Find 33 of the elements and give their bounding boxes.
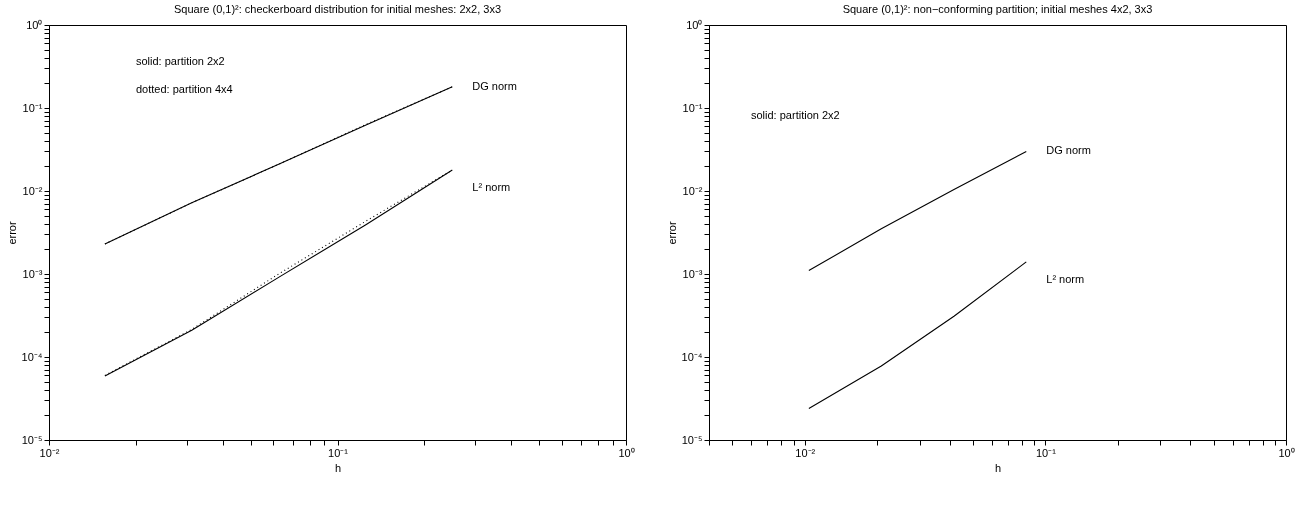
y-tick-label: 10⁻¹ [682,101,703,114]
text: L² norm [1046,272,1085,285]
y-tick-label: 10⁻³ [22,267,43,280]
y-axis-title: error [5,221,18,245]
annotation: solid: partition 2x2 [751,109,840,121]
series-label: DG norm [472,79,517,92]
text: L² norm [472,181,511,194]
series-label: DG norm [1046,144,1091,157]
y-tick-label: 10⁻⁴ [21,350,43,363]
y-tick-label: 10⁻⁵ [681,433,703,446]
x-tick-label: 10⁻¹ [1035,446,1057,459]
x-tick-label: 10⁻¹ [328,446,349,459]
x-tick-label: 10⁰ [1278,446,1295,459]
y-tick-label: 10⁰ [686,18,703,31]
y-axis-title: error [665,221,678,245]
y-tick-label: 10⁻⁴ [681,350,703,363]
y-tick-label: 10⁻⁵ [21,433,43,446]
annotation: solid: partition 2x2 [136,55,225,67]
y-tick-label: 10⁻² [22,184,43,197]
x-tick-label: 10⁰ [618,446,635,459]
line-series [808,150,1027,272]
y-tick-label: 10⁻¹ [22,101,43,114]
y-tick-label: 10⁻³ [682,267,703,280]
x-tick-label: 10⁻² [39,446,60,459]
x-axis-title: h [994,461,1002,474]
chart-title: Square (0,1)²: non−conforming partition; initial meshes 4x2, 3x3 [842,3,1153,15]
y-tick-label: 10⁰ [26,18,43,31]
y-tick-label: 10⁻² [682,184,703,197]
x-axis-title: h [334,461,342,474]
chart-title: Square (0,1)²: checkerboard distribution for initial meshes: 2x2, 3x3 [173,3,502,15]
annotation: dotted: partition 4x4 [136,83,233,95]
x-tick-label: 10⁻² [795,446,816,459]
line-series [808,261,1027,409]
